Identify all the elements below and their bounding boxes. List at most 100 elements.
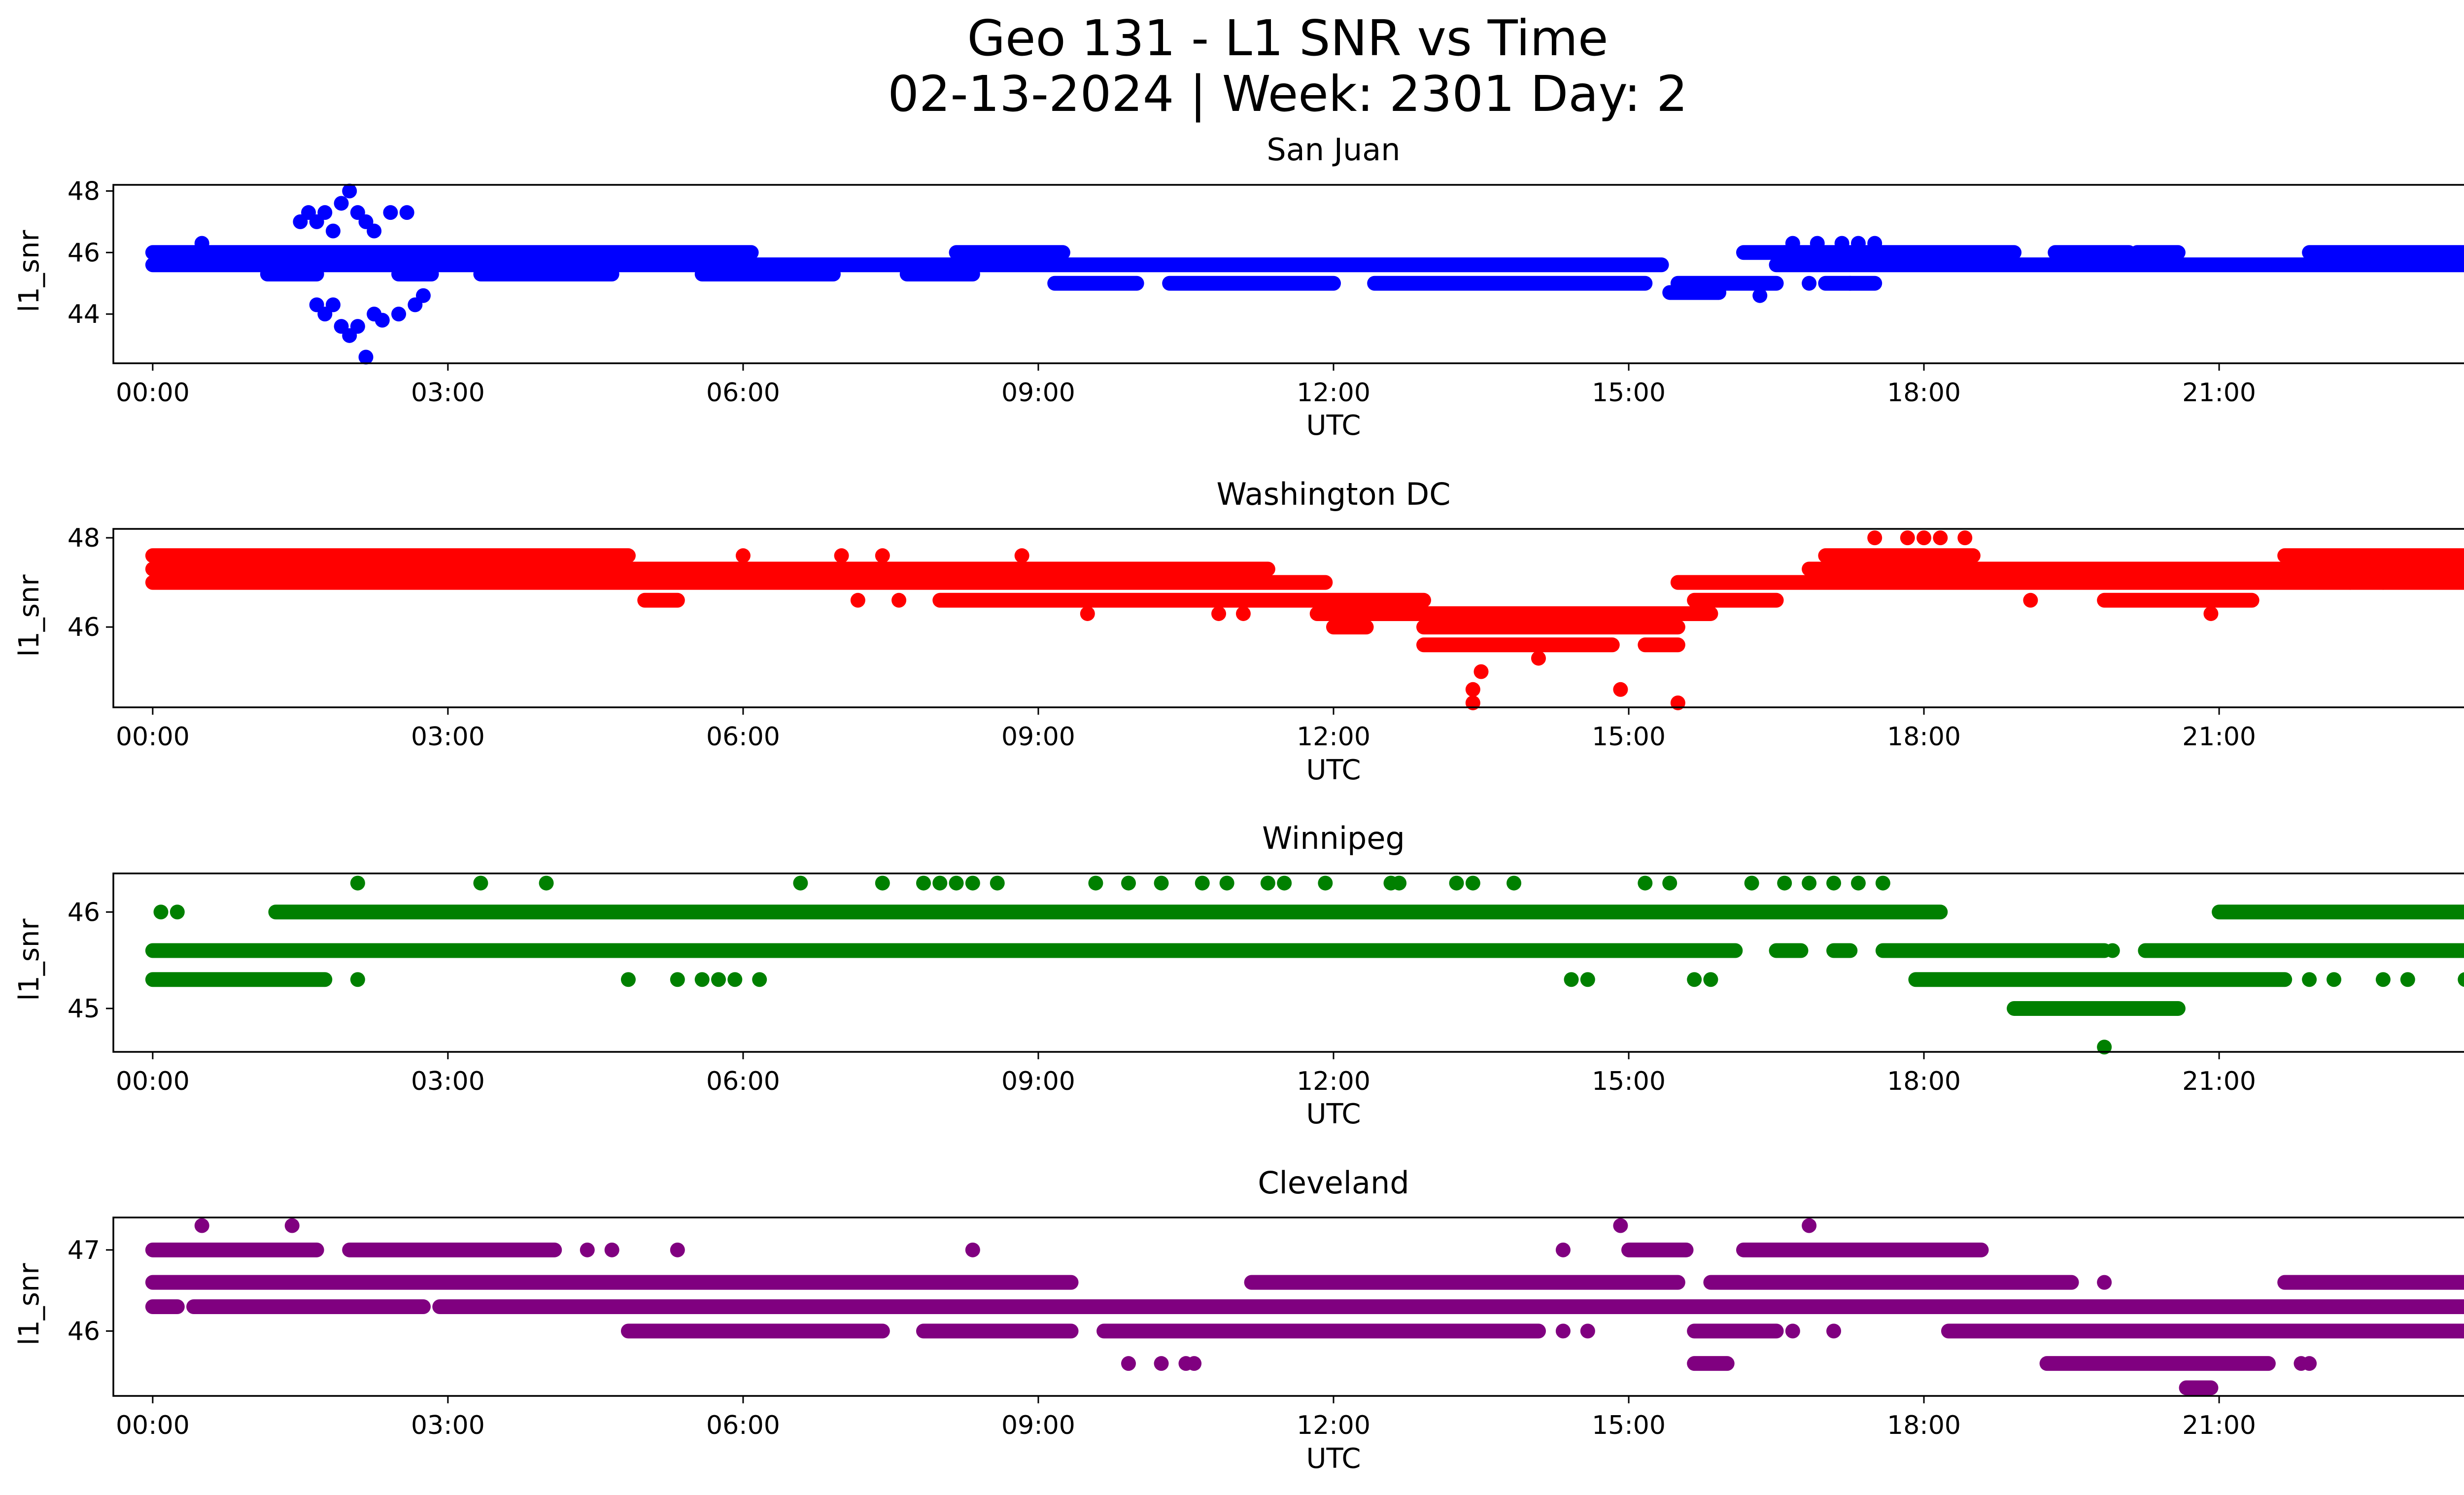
data-point — [375, 313, 390, 328]
data-point — [1744, 875, 1759, 891]
data-point — [325, 223, 341, 239]
data-point — [539, 875, 554, 891]
x-tick-label: 21:00 — [2182, 1411, 2256, 1440]
data-point — [1916, 530, 1932, 546]
data-point — [2375, 972, 2391, 987]
x-tick-label: 09:00 — [1001, 1411, 1075, 1440]
data-point — [399, 205, 414, 220]
data-point — [1785, 1323, 1800, 1339]
data-point — [1080, 606, 1095, 621]
data-point — [350, 972, 365, 987]
data-point — [711, 972, 726, 987]
data-point — [1555, 1242, 1571, 1257]
data-point — [1687, 972, 1702, 987]
data-point — [1211, 606, 1227, 621]
data-point — [834, 548, 849, 563]
x-tick-label: 12:00 — [1297, 1067, 1370, 1096]
data-point — [383, 205, 398, 220]
x-tick-label: 18:00 — [1887, 1067, 1961, 1096]
data-point — [1802, 276, 1817, 291]
data-point — [793, 875, 808, 891]
y-tick-label: 46 — [68, 238, 100, 268]
y-axis-label: l1_snr — [13, 230, 45, 313]
data-point — [153, 904, 169, 920]
x-tick-label: 03:00 — [411, 1411, 485, 1440]
data-point — [1121, 875, 1136, 891]
data-point — [2097, 1275, 2112, 1290]
data-point — [2458, 972, 2464, 987]
y-tick-label: 48 — [68, 176, 100, 206]
x-tick-label: 15:00 — [1592, 1067, 1666, 1096]
data-point — [1318, 875, 1333, 891]
data-point — [1277, 875, 1292, 891]
data-point — [932, 875, 948, 891]
data-point — [752, 972, 767, 987]
y-axis-label: l1_snr — [13, 918, 45, 1001]
subplot-cleveland: 00:00 03:00 06:00 09:00 12:00 15:00 18:00 21:00… — [13, 1165, 2464, 1475]
data-point — [2105, 943, 2120, 958]
x-tick-label: 15:00 — [1592, 722, 1666, 752]
data-point — [1195, 875, 1210, 891]
x-tick-label: 09:00 — [1001, 378, 1075, 408]
data-point — [1555, 1323, 1571, 1339]
y-tick-label: 46 — [68, 1317, 100, 1346]
data-point — [2400, 972, 2415, 987]
data-point — [1613, 1218, 1628, 1233]
subplot-title: Washington DC — [1216, 476, 1450, 512]
data-point — [1088, 875, 1103, 891]
x-tick-label: 18:00 — [1887, 1411, 1961, 1440]
x-axis-label: UTC — [1306, 1098, 1361, 1130]
data-point — [2302, 972, 2317, 987]
x-tick-label: 09:00 — [1001, 722, 1075, 752]
x-tick-label: 18:00 — [1887, 378, 1961, 408]
data-point — [916, 875, 931, 891]
y-axis-label: l1_snr — [13, 574, 45, 657]
data-point — [1638, 875, 1653, 891]
data-point — [1957, 530, 1973, 546]
x-tick-label: 15:00 — [1592, 378, 1666, 408]
data-point — [1843, 276, 1858, 291]
data-point — [284, 1218, 300, 1233]
y-tick-label: 44 — [68, 300, 100, 329]
data-point — [1834, 236, 1849, 251]
data-point — [1137, 561, 1153, 577]
data-point — [1506, 875, 1522, 891]
data-point — [1465, 682, 1480, 697]
data-point — [1235, 606, 1251, 621]
x-tick-label: 21:00 — [2182, 378, 2256, 408]
data-point — [965, 1242, 980, 1257]
data-point — [1449, 875, 1464, 891]
y-tick-label: 48 — [68, 523, 100, 553]
x-axis-label: UTC — [1306, 1443, 1361, 1475]
data-point — [1392, 875, 1407, 891]
data-point — [1014, 548, 1029, 563]
data-point — [1933, 530, 1948, 546]
data-point — [2097, 1040, 2112, 1055]
y-axis-label: l1_snr — [13, 1263, 45, 1346]
x-tick-label: 06:00 — [706, 722, 780, 752]
data-point — [1580, 1323, 1595, 1339]
data-point — [194, 236, 209, 251]
data-point — [1777, 875, 1792, 891]
x-tick-label: 18:00 — [1887, 722, 1961, 752]
x-tick-label: 12:00 — [1297, 1411, 1370, 1440]
y-tick-label: 46 — [68, 613, 100, 642]
data-point — [1826, 1323, 1842, 1339]
x-tick-label: 03:00 — [411, 378, 485, 408]
data-point — [850, 592, 865, 608]
data-point — [1900, 530, 1915, 546]
x-tick-label: 12:00 — [1297, 722, 1370, 752]
data-point — [1785, 236, 1800, 251]
data-point — [1875, 875, 1890, 891]
data-point — [1564, 972, 1579, 987]
data-point — [875, 548, 890, 563]
data-point — [1613, 682, 1628, 697]
data-point — [1473, 664, 1489, 679]
subplot-winnipeg: 00:00 03:00 06:00 09:00 12:00 15:00 18:00 21:00… — [13, 820, 2464, 1130]
data-point — [1465, 875, 1480, 891]
subplot-title: San Juan — [1266, 132, 1400, 168]
data-point — [358, 349, 374, 365]
data-point — [1810, 236, 1825, 251]
x-tick-label: 00:00 — [116, 378, 190, 408]
